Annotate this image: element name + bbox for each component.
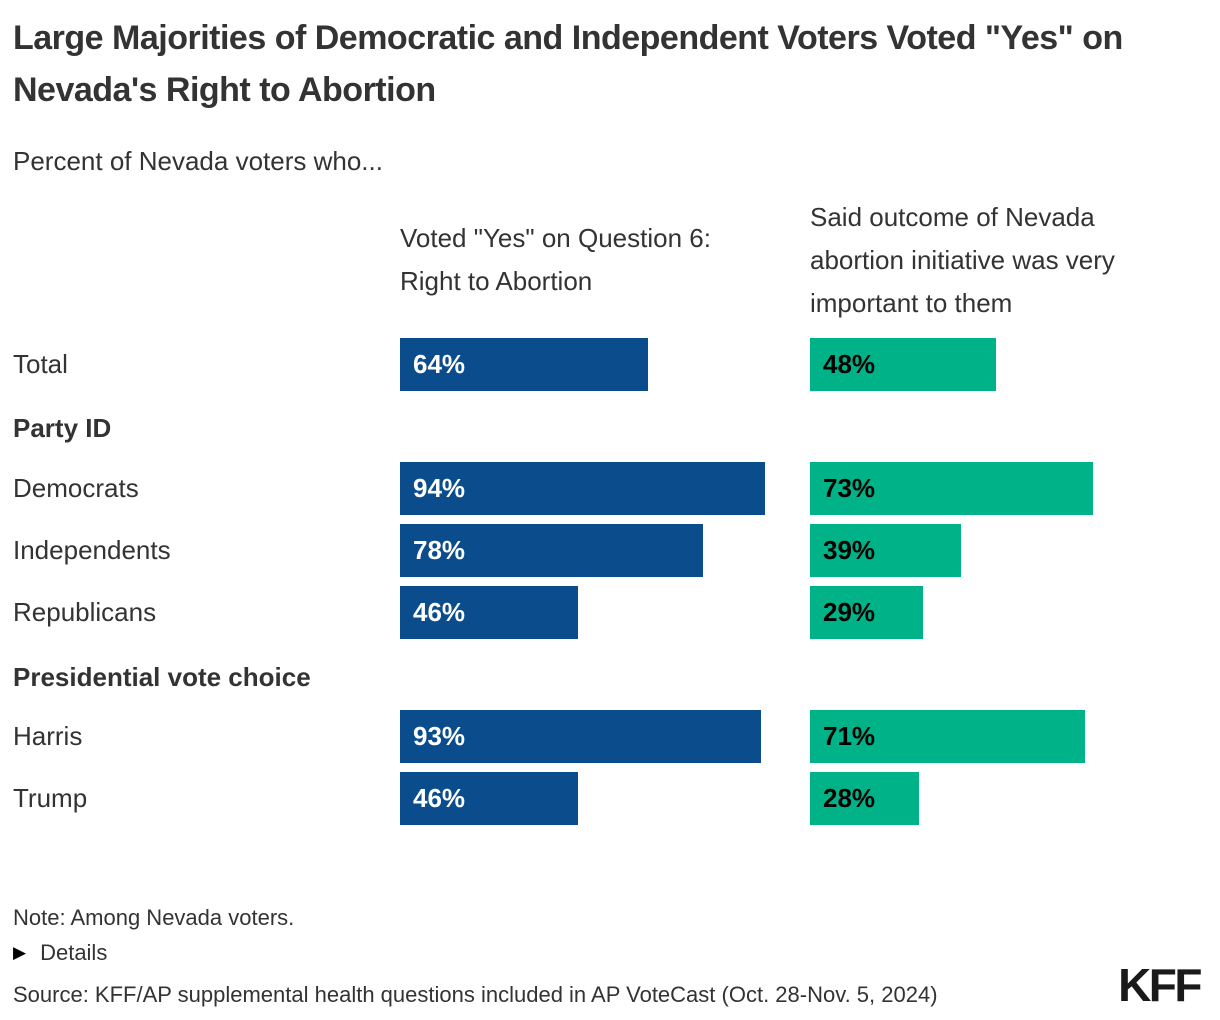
yes-bar-value: 46% [413,783,466,813]
details-label: Details [40,940,108,965]
yes-bar[interactable]: 94% [400,462,765,515]
important-bar-track: 29% [810,586,1198,639]
row-label: Trump [13,783,88,813]
details-toggle[interactable]: ▶ Details [13,940,1207,966]
row-label: Harris [13,721,83,751]
important-bar[interactable]: 73% [810,462,1094,515]
important-bar-value: 28% [823,783,876,813]
column-gap [788,772,810,825]
important-bar-value: 39% [823,535,876,565]
row-label: Independents [13,535,171,565]
row-label: Total [13,349,68,379]
important-bar-value: 71% [823,721,876,751]
yes-bar-track: 93% [400,710,788,763]
important-bar-value: 29% [823,597,876,627]
yes-bar[interactable]: 46% [400,586,579,639]
column-header-voted-yes-text: Voted "Yes" on Question 6: Right to Abor… [400,223,711,296]
yes-bar[interactable]: 64% [400,338,649,391]
row-label: Democrats [13,473,139,503]
yes-bar-value: 93% [413,721,466,751]
column-gap [788,462,810,515]
important-bar[interactable]: 48% [810,338,997,391]
yes-bar-value: 64% [413,349,466,379]
important-bar[interactable]: 29% [810,586,923,639]
row-label: Republicans [13,597,157,627]
chart-row-independents: Independents 78% 39% [13,524,1207,577]
chart-subtitle: Percent of Nevada voters who... [13,146,383,176]
yes-bar-track: 46% [400,772,788,825]
details-arrow-icon: ▶ [13,943,27,962]
kff-logo: KFF [1118,959,1202,1011]
chart-note: Note: Among Nevada voters. [13,905,295,930]
yes-bar[interactable]: 93% [400,710,761,763]
important-bar-track: 28% [810,772,1198,825]
important-bar[interactable]: 28% [810,772,919,825]
important-bar-track: 39% [810,524,1198,577]
chart-row-total: Total 64% 48% [13,338,1207,391]
yes-bar-value: 78% [413,535,466,565]
yes-bar[interactable]: 46% [400,772,579,825]
important-bar-value: 48% [823,349,876,379]
chart-row-trump: Trump 46% 28% [13,772,1207,825]
column-header-important-text: Said outcome of Nevada abortion initiati… [810,202,1115,318]
column-headers: Voted "Yes" on Question 6: Right to Abor… [13,196,1207,325]
bar-chart: Total 64% 48% Party ID Democrats 94% [13,338,1207,825]
column-gap [788,586,810,639]
chart-title: Large Majorities of Democratic and Indep… [13,19,1123,109]
important-bar-track: 48% [810,338,1198,391]
chart-row-harris: Harris 93% 71% [13,710,1207,763]
yes-bar-track: 94% [400,462,788,515]
column-header-important: Said outcome of Nevada abortion initiati… [810,196,1198,325]
important-bar-track: 73% [810,462,1198,515]
yes-bar-value: 46% [413,597,466,627]
yes-bar-track: 64% [400,338,788,391]
yes-bar[interactable]: 78% [400,524,703,577]
section-header-presidential-vote: Presidential vote choice [13,662,311,692]
important-bar[interactable]: 39% [810,524,962,577]
yes-bar-track: 78% [400,524,788,577]
column-gap [788,338,810,391]
chart-row-republicans: Republicans 46% 29% [13,586,1207,639]
column-gap [788,710,810,763]
column-header-voted-yes: Voted "Yes" on Question 6: Right to Abor… [400,217,788,303]
important-bar[interactable]: 71% [810,710,1086,763]
yes-bar-track: 46% [400,586,788,639]
column-gap [788,524,810,577]
section-header-party-id: Party ID [13,413,112,443]
chart-source: Source: KFF/AP supplemental health quest… [13,982,938,1007]
yes-bar-value: 94% [413,473,466,503]
chart-row-democrats: Democrats 94% 73% [13,462,1207,515]
important-bar-track: 71% [810,710,1198,763]
important-bar-value: 73% [823,473,876,503]
